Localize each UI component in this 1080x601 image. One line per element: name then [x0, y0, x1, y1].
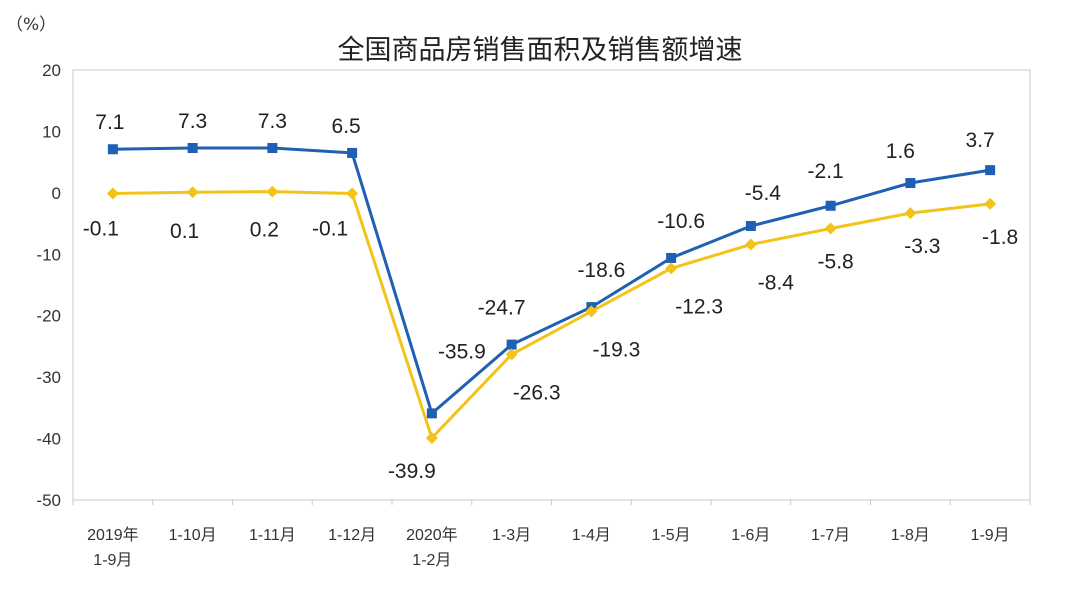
x-tick-label: 2019年	[87, 526, 139, 544]
data-label: -0.1	[312, 217, 348, 240]
data-label: -2.1	[808, 160, 844, 183]
data-point	[745, 221, 756, 232]
x-tick-label: 1-6月	[731, 527, 770, 544]
x-tick-label: 1-3月	[492, 527, 531, 544]
data-point	[346, 187, 359, 200]
data-label: -35.9	[438, 340, 486, 363]
data-label: -19.3	[592, 338, 640, 361]
data-label: -0.1	[83, 217, 119, 240]
data-point	[506, 339, 517, 350]
data-label: 3.7	[966, 129, 995, 152]
data-point	[904, 207, 917, 220]
data-label: -10.6	[657, 210, 705, 233]
data-label: -24.7	[478, 297, 526, 320]
data-point	[186, 186, 199, 199]
x-tick-label: 1-9月	[93, 552, 132, 569]
data-point	[666, 252, 677, 263]
data-point	[426, 408, 437, 419]
data-point	[187, 143, 198, 154]
data-point	[266, 185, 279, 198]
data-point	[744, 238, 757, 251]
x-tick-label: 1-4月	[572, 527, 611, 544]
data-label: 7.3	[258, 110, 287, 133]
data-point	[505, 348, 518, 361]
y-tick-label: -10	[36, 245, 61, 264]
x-tick-label: 1-10月	[169, 527, 217, 544]
chart-title: 全国商品房销售面积及销售额增速	[337, 35, 743, 66]
data-label: -5.4	[745, 182, 782, 205]
x-tick-label: 1-2月	[412, 552, 451, 569]
data-point	[824, 222, 837, 235]
data-label: 1.6	[886, 140, 915, 163]
plot-frame	[72, 69, 1031, 501]
y-tick-label: 0	[52, 184, 61, 203]
data-label: -3.3	[904, 235, 940, 258]
data-point	[825, 200, 836, 211]
x-tick-label: 1-11月	[249, 527, 296, 544]
data-label: 0.1	[170, 220, 199, 243]
data-label: -39.9	[388, 460, 436, 483]
data-label: -1.8	[982, 226, 1018, 249]
y-tick-label: 10	[42, 122, 61, 141]
series-line	[112, 146, 991, 417]
x-tick-label: 1-8月	[891, 527, 930, 544]
data-label: -26.3	[513, 381, 561, 404]
y-tick-label: 20	[42, 61, 61, 80]
y-tick-label: -40	[36, 430, 61, 449]
x-tick-label: 1-9月	[971, 527, 1010, 544]
data-label: 7.1	[95, 111, 124, 134]
data-point	[425, 431, 438, 444]
data-label: -12.3	[675, 295, 723, 318]
series-line	[112, 190, 991, 441]
y-tick-label: -50	[36, 491, 61, 510]
data-label: -8.4	[758, 271, 795, 294]
data-point	[665, 262, 678, 275]
data-label: -5.8	[818, 250, 854, 273]
y-unit-label: （%）	[6, 15, 57, 35]
data-point	[905, 178, 916, 189]
data-label: 7.3	[178, 110, 207, 133]
x-tick-label: 1-5月	[652, 527, 691, 544]
x-tick-label: 1-7月	[811, 527, 850, 544]
y-tick-label: -30	[36, 368, 61, 387]
data-label: -18.6	[577, 259, 625, 282]
x-tick-label: 2020年	[406, 526, 458, 544]
data-point	[267, 143, 278, 154]
y-tick-label: -20	[36, 307, 61, 326]
data-point	[106, 187, 119, 200]
x-tick-label: 1-12月	[328, 527, 376, 544]
data-label: 6.5	[332, 115, 361, 138]
data-label: 0.2	[250, 219, 279, 242]
data-point	[107, 144, 118, 155]
data-point	[585, 305, 598, 318]
data-point	[985, 165, 996, 176]
data-point	[347, 147, 358, 158]
data-point	[984, 197, 997, 210]
